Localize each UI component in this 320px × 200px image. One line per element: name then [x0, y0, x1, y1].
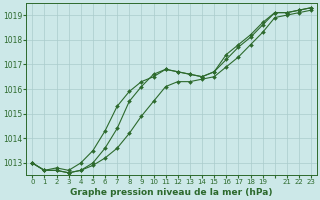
X-axis label: Graphe pression niveau de la mer (hPa): Graphe pression niveau de la mer (hPa)	[70, 188, 273, 197]
